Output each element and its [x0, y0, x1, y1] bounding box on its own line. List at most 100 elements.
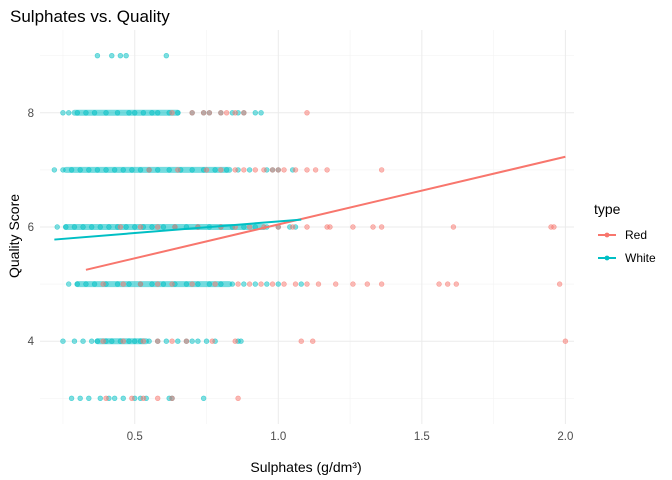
data-point — [60, 338, 66, 344]
data-point — [223, 167, 230, 173]
data-point — [63, 224, 69, 230]
data-point — [281, 167, 287, 173]
data-point — [327, 224, 333, 230]
data-point — [140, 110, 147, 116]
data-point — [155, 224, 161, 230]
data-point — [241, 281, 247, 287]
data-point — [203, 167, 210, 173]
data-point — [310, 338, 316, 344]
data-point — [123, 224, 129, 230]
data-point — [88, 224, 95, 230]
data-point — [129, 395, 135, 402]
legend-label: Red — [625, 228, 647, 242]
data-point — [120, 395, 126, 402]
data-point — [155, 167, 161, 173]
data-point — [436, 281, 442, 287]
data-point — [66, 281, 72, 287]
data-point — [80, 338, 86, 344]
data-point — [103, 110, 109, 116]
chart-title: Sulphates vs. Quality — [10, 7, 170, 26]
data-point — [74, 110, 81, 116]
data-point — [132, 110, 138, 116]
data-point — [149, 224, 155, 230]
data-point — [169, 395, 175, 402]
data-point — [269, 167, 276, 173]
data-point — [289, 224, 296, 230]
data-point — [97, 224, 103, 230]
data-point — [292, 167, 299, 173]
data-point — [200, 110, 207, 116]
data-point — [86, 167, 92, 173]
data-point — [175, 338, 181, 344]
data-point — [51, 167, 58, 173]
legend-title: type — [594, 201, 621, 217]
data-point — [292, 281, 299, 287]
data-point — [109, 52, 115, 59]
data-point — [117, 52, 124, 59]
data-point — [232, 338, 238, 344]
data-point — [261, 167, 267, 173]
data-point — [209, 338, 215, 344]
data-point — [140, 338, 147, 344]
legend-key-point — [604, 232, 610, 238]
data-point — [100, 338, 106, 344]
data-point — [252, 110, 259, 116]
data-point — [246, 281, 253, 287]
data-point — [111, 167, 118, 173]
data-point — [304, 224, 310, 230]
data-point — [94, 52, 101, 59]
data-point — [252, 167, 259, 173]
y-axis-title: Quality Score — [6, 194, 22, 278]
data-point — [370, 224, 376, 230]
data-point — [68, 395, 75, 402]
data-point — [60, 110, 66, 116]
data-point — [114, 110, 121, 116]
data-point — [350, 224, 356, 230]
data-point — [183, 338, 190, 344]
data-point — [132, 338, 138, 344]
data-point — [324, 167, 330, 173]
data-point — [562, 338, 569, 344]
data-point — [129, 167, 135, 173]
data-point — [137, 224, 144, 230]
data-point — [235, 395, 241, 402]
data-point — [269, 281, 276, 287]
data-point — [132, 224, 138, 230]
data-point — [114, 281, 121, 287]
data-point — [218, 281, 224, 287]
data-point — [160, 281, 167, 287]
data-point — [146, 338, 152, 344]
trend-line — [54, 218, 302, 241]
data-point — [66, 110, 72, 116]
data-point — [169, 338, 175, 344]
data-point — [117, 224, 124, 230]
data-point — [149, 281, 155, 287]
data-point — [453, 281, 459, 287]
data-point — [364, 281, 370, 287]
data-point — [232, 167, 238, 173]
data-point — [183, 281, 190, 287]
data-point — [223, 110, 230, 116]
data-point — [155, 395, 161, 402]
data-point — [163, 52, 170, 59]
data-point — [109, 338, 115, 344]
data-point — [378, 281, 385, 287]
data-point — [100, 281, 106, 287]
data-point — [77, 167, 83, 173]
data-point — [123, 52, 129, 59]
data-point — [264, 281, 270, 287]
data-point — [68, 167, 75, 173]
data-point — [74, 281, 81, 287]
data-point — [298, 281, 304, 287]
legend-label: White — [625, 251, 656, 265]
data-point — [155, 281, 161, 287]
data-point — [146, 167, 152, 173]
data-point — [111, 395, 118, 402]
data-point — [350, 281, 356, 287]
data-point — [304, 167, 310, 173]
data-point — [235, 281, 241, 287]
data-point — [83, 281, 89, 287]
data-point — [91, 281, 98, 287]
data-point — [189, 167, 195, 173]
data-point — [258, 110, 264, 116]
